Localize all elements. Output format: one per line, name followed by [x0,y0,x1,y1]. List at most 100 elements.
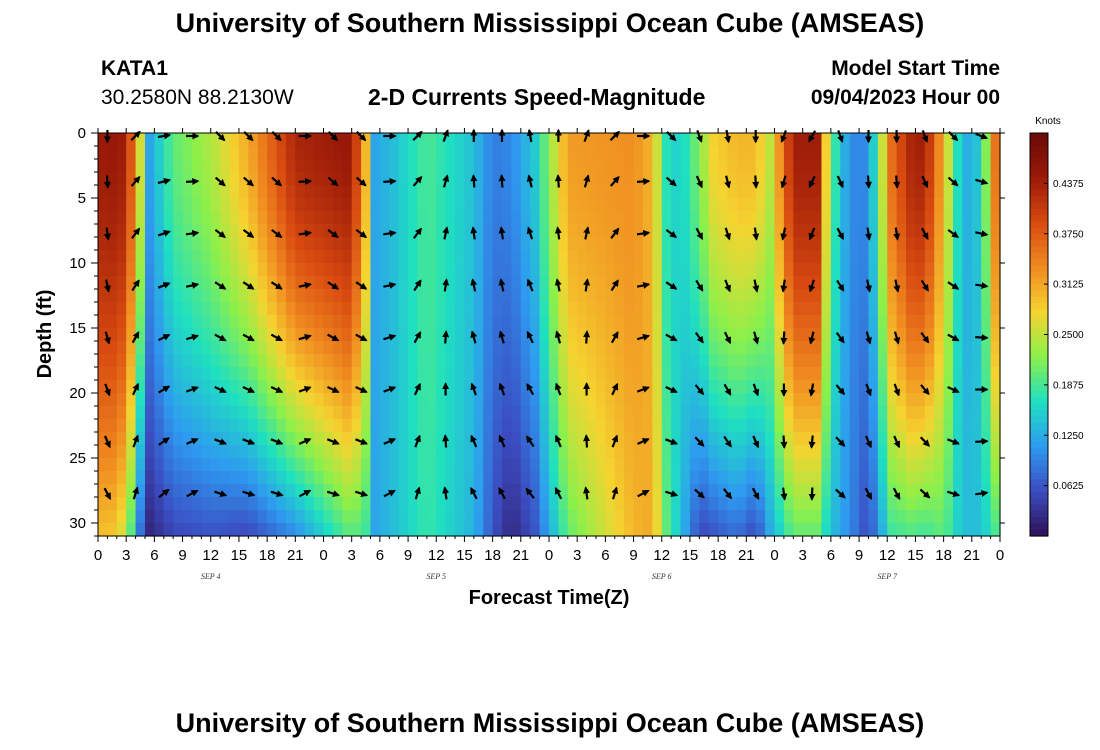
heat-cell [906,263,917,277]
heat-cell [699,393,710,407]
colorbar-segment [1030,460,1048,468]
heat-cell [201,315,212,329]
colorbar-segment [1030,454,1048,462]
heat-cell [182,445,193,459]
heat-cell [248,224,259,238]
heat-cell [502,198,513,212]
heat-cell [257,263,268,277]
heat-cell [633,185,644,199]
heat-cell [126,302,137,316]
heat-cell [520,445,531,459]
heat-cell [896,471,907,485]
heat-cell [248,133,259,147]
heat-cell [689,458,700,472]
heat-cell [332,211,343,225]
current-arrow [920,279,929,292]
heat-cell [473,315,484,329]
heat-cell [276,510,287,524]
heat-cell [201,328,212,342]
heat-cell [971,523,982,537]
heat-cell [868,263,879,277]
heat-cell [201,159,212,173]
heat-cell [257,341,268,355]
heat-cell [990,354,1001,368]
heat-cell [971,211,982,225]
heat-cell [793,211,804,225]
heat-cell [220,237,231,251]
heat-cell [445,523,456,537]
heat-cell [464,523,475,537]
heat-cell [389,250,400,264]
heat-cell [107,406,118,420]
heat-cell [830,367,841,381]
heat-cell [182,250,193,264]
heat-cell [859,445,870,459]
heat-cell [492,406,503,420]
heat-cell [605,172,616,186]
heat-cell [191,146,202,160]
heat-cell [98,393,108,407]
heat-cell [859,471,870,485]
current-arrow [355,386,368,393]
heat-cell [502,159,513,173]
heat-cell [163,523,174,537]
heat-cell [492,250,503,264]
heat-cell [915,211,926,225]
heat-cell [586,185,597,199]
heat-cell [389,354,400,368]
heat-cell [680,523,691,537]
heat-cell [267,510,278,524]
colorbar-segment [1030,397,1048,405]
heat-cell [962,484,973,498]
heat-cell [314,302,325,316]
heat-cell [408,419,419,433]
heat-cell [943,445,954,459]
heat-cell [633,276,644,290]
heat-cell [802,510,813,524]
heat-cell [135,471,146,485]
heat-cell [370,380,381,394]
heat-cell [812,328,823,342]
heat-cell [671,237,682,251]
heat-cell [229,315,240,329]
heat-cell [351,237,362,251]
heat-cell [661,289,672,303]
heat-cell [417,354,428,368]
heat-cell [549,380,559,394]
current-arrow [947,386,960,393]
heat-cell [107,133,118,147]
heat-cell [877,328,888,342]
heat-cell [417,497,428,511]
heat-cell [642,211,653,225]
heat-cell [229,198,240,212]
current-arrow [526,383,535,396]
heat-cell [642,276,653,290]
heat-cell [248,445,259,459]
heat-cell [642,497,653,511]
heat-cell [464,237,475,251]
heat-cell [708,367,719,381]
heat-cell [445,263,456,277]
heat-cell [896,393,907,407]
heat-cell [699,497,710,511]
heat-cell [295,380,306,394]
heat-cell [774,445,785,459]
heat-cell [276,341,287,355]
heat-cell [708,276,719,290]
heat-cell [304,185,315,199]
heat-cell [163,315,174,329]
heat-cell [361,497,372,511]
heat-cell [154,406,165,420]
heat-cell [971,263,982,277]
heat-cell [539,250,550,264]
heat-cell [689,523,700,537]
current-arrow [270,281,283,290]
heat-cell [257,367,268,381]
heat-cell [990,198,1001,212]
heat-cell [934,458,945,472]
heat-cell [821,406,832,420]
heat-cell [652,159,663,173]
heat-cell [116,276,127,290]
heat-cell [492,445,503,459]
heat-cell [248,198,259,212]
